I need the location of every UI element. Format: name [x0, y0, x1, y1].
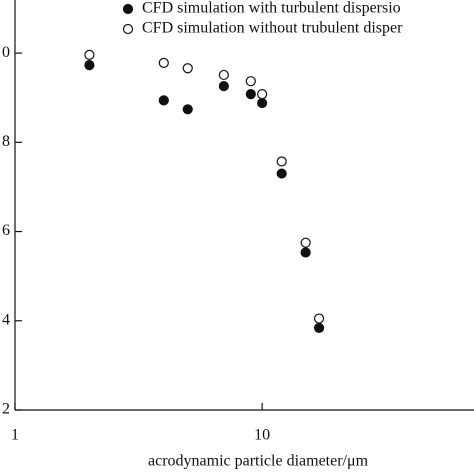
data-point [313, 322, 325, 334]
data-point [182, 63, 193, 74]
legend-marker [122, 3, 134, 15]
y-tick-label: 0 [2, 44, 10, 61]
data-point [276, 168, 287, 179]
data-point [182, 104, 193, 115]
legend-marker [122, 23, 134, 35]
data-point [158, 57, 169, 69]
data-point [245, 89, 256, 100]
y-tick-label: 2 [2, 401, 10, 418]
data-point [218, 81, 229, 92]
data-point [84, 49, 95, 60]
data-point [84, 60, 95, 71]
y-tick-label: 4 [2, 311, 10, 328]
y-tick-label: 8 [2, 133, 10, 150]
data-point [313, 313, 325, 324]
data-point [300, 247, 311, 258]
data-point [276, 156, 287, 167]
x-axis-label: acrodynamic particle diameter/μm [148, 453, 369, 470]
y-tick-label: 6 [2, 222, 10, 239]
data-point [158, 95, 169, 106]
data-point [245, 76, 256, 87]
data-point [218, 69, 229, 81]
legend-label: CFD simulation without trubulent disper [142, 20, 403, 37]
data-point [300, 237, 311, 248]
legend-label: CFD simulation with turbulent dispersio [142, 0, 401, 17]
x-tick-label: 1 [11, 427, 19, 444]
data-point [257, 89, 268, 100]
x-tick-label: 10 [254, 427, 270, 444]
data-point [257, 97, 268, 109]
